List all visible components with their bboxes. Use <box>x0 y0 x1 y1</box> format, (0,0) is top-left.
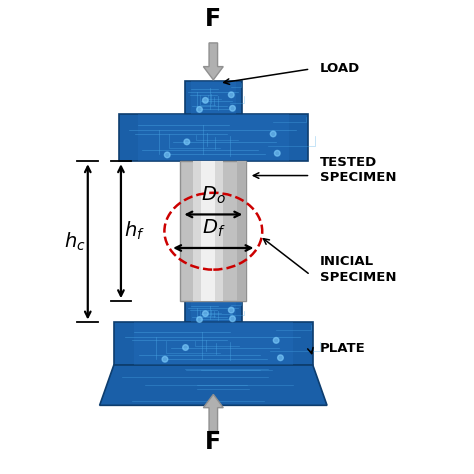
Circle shape <box>230 105 236 111</box>
Bar <box>134 322 293 365</box>
Text: F: F <box>205 430 221 454</box>
Circle shape <box>228 307 234 313</box>
Circle shape <box>274 150 280 156</box>
Circle shape <box>270 131 276 137</box>
Bar <box>191 301 236 322</box>
Circle shape <box>202 311 208 317</box>
Bar <box>185 301 242 322</box>
Circle shape <box>197 107 202 112</box>
Polygon shape <box>100 365 327 405</box>
Circle shape <box>182 345 188 350</box>
Text: PLATE: PLATE <box>320 342 365 355</box>
FancyArrow shape <box>203 43 223 80</box>
Circle shape <box>230 316 236 322</box>
FancyArrow shape <box>203 394 223 431</box>
Circle shape <box>278 355 283 361</box>
Bar <box>185 81 242 114</box>
Text: $D_f$: $D_f$ <box>201 218 225 239</box>
Bar <box>114 322 313 365</box>
Circle shape <box>164 152 170 158</box>
Circle shape <box>162 356 168 362</box>
Circle shape <box>273 337 279 343</box>
Text: F: F <box>205 7 221 31</box>
Bar <box>201 161 215 301</box>
Circle shape <box>202 98 208 103</box>
Text: $h_c$: $h_c$ <box>64 231 85 253</box>
Bar <box>137 114 289 161</box>
Text: $D_o$: $D_o$ <box>201 184 226 206</box>
Text: LOAD: LOAD <box>320 63 360 75</box>
Bar <box>237 161 246 301</box>
Bar <box>191 81 236 114</box>
Circle shape <box>197 317 202 322</box>
Text: $h_f$: $h_f$ <box>124 220 145 242</box>
Text: INICIAL
SPECIMEN: INICIAL SPECIMEN <box>320 255 396 283</box>
Text: TESTED
SPECIMEN: TESTED SPECIMEN <box>320 155 396 184</box>
Bar <box>118 114 308 161</box>
Circle shape <box>184 139 190 145</box>
Bar <box>180 161 246 301</box>
Circle shape <box>228 92 234 98</box>
Bar <box>193 161 223 301</box>
